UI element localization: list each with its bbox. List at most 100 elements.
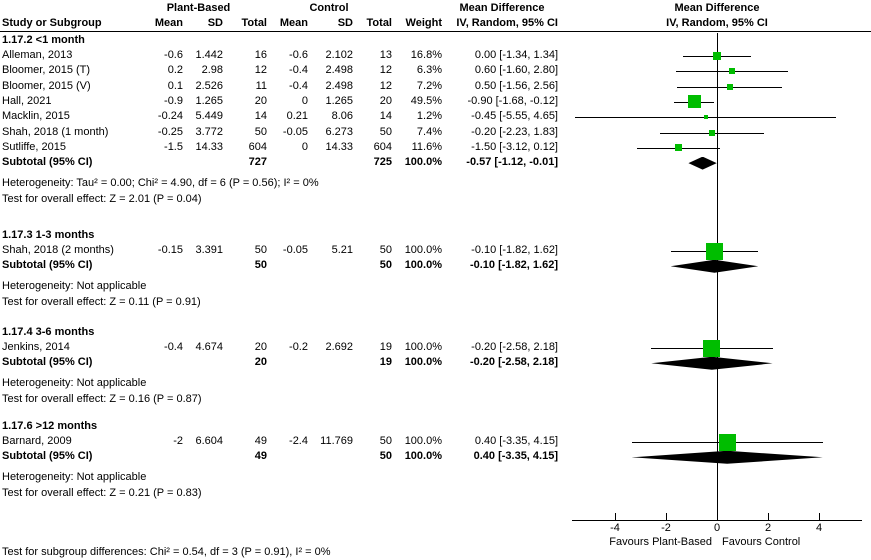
cell-pb-total: 50 <box>254 244 267 256</box>
cell-weight: 16.8% <box>410 49 442 61</box>
subtotal-diamond <box>670 259 759 273</box>
cell-study: Shah, 2018 (2 months) <box>2 244 114 256</box>
cell-pb-sd: 4.674 <box>195 341 223 353</box>
cell-weight: 6.3% <box>416 64 442 77</box>
cell-ci-text: -0.10 [-1.82, 1.62] <box>469 259 558 272</box>
cell-pb-total: 14 <box>254 110 267 123</box>
cell-c-total: 19 <box>379 356 392 369</box>
cell-c-sd: 2.498 <box>325 79 353 92</box>
cell-weight: 1.2% <box>416 110 442 123</box>
section-title: 1.17.2 <1 month <box>2 34 85 46</box>
plant-based-group-header: Plant-Based <box>166 2 231 14</box>
cell-study: Subtotal (95% CI) <box>2 356 93 369</box>
cell-study: Macklin, 2015 <box>2 110 70 123</box>
cell-pb-total: 11 <box>255 79 267 92</box>
control-total-header: Total <box>366 17 392 29</box>
cell-c-total: 50 <box>379 435 392 447</box>
cell-c-mean: 0 <box>301 140 308 153</box>
effect-marker <box>703 115 708 120</box>
subtotal-diamond <box>651 356 773 370</box>
cell-pb-total: 20 <box>254 94 267 107</box>
cell-pb-total: 49 <box>254 435 267 447</box>
effect-marker <box>729 68 736 75</box>
pb-total-header: Total <box>241 17 267 29</box>
md-column-title: Mean Difference <box>459 2 545 14</box>
axis-tick-label: 0 <box>713 522 721 534</box>
cell-c-mean: -0.6 <box>289 49 308 61</box>
study-column-header: Study or Subgroup <box>2 17 102 29</box>
cell-ci-text: -0.20 [-2.58, 2.18] <box>469 356 558 369</box>
cell-c-mean: -0.4 <box>289 79 308 92</box>
axis-tick <box>819 513 820 521</box>
cell-study: Subtotal (95% CI) <box>2 156 93 169</box>
cell-pb-total: 727 <box>248 156 267 169</box>
cell-c-total: 50 <box>379 450 392 463</box>
axis-tick-label: 4 <box>815 522 823 534</box>
ci-column-header: IV, Random, 95% CI <box>456 17 558 29</box>
cell-ci-text: -0.90 [-1.68, -0.12] <box>467 94 559 107</box>
control-group-header: Control <box>309 2 349 14</box>
cell-c-total: 12 <box>379 64 392 77</box>
cell-pb-mean: -0.6 <box>164 49 183 61</box>
cell-ci-text: 0.60 [-1.60, 2.80] <box>474 64 558 77</box>
axis-tick-label: -2 <box>661 522 671 534</box>
cell-c-sd: 14.33 <box>325 140 353 153</box>
cell-weight: 100.0% <box>404 450 442 463</box>
cell-pb-mean: 0.1 <box>167 79 183 92</box>
footnote: Heterogeneity: Not applicable <box>2 280 147 293</box>
cell-c-sd: 8.06 <box>331 110 353 123</box>
control-sd-header: SD <box>337 17 353 29</box>
footnote: Test for overall effect: Z = 0.11 (P = 0… <box>2 295 201 308</box>
cell-weight: 100.0% <box>404 259 442 272</box>
cell-ci-text: 0.50 [-1.56, 2.56] <box>474 79 558 92</box>
cell-study: Alleman, 2013 <box>2 49 73 61</box>
effect-marker <box>703 339 721 357</box>
favours-right-label: Favours Control <box>722 536 801 548</box>
subtotal-diamond <box>688 156 717 170</box>
cell-pb-sd: 3.391 <box>195 244 223 256</box>
cell-study: Hall, 2021 <box>2 94 52 107</box>
cell-weight: 49.5% <box>410 94 442 107</box>
effect-marker <box>705 242 723 260</box>
footnote: Test for overall effect: Z = 0.21 (P = 0… <box>2 486 202 499</box>
cell-weight: 100.0% <box>404 435 442 447</box>
cell-pb-total: 604 <box>248 140 267 153</box>
axis-tick <box>615 513 616 521</box>
cell-c-sd: 2.102 <box>325 49 353 61</box>
cell-pb-sd: 3.772 <box>195 125 223 138</box>
cell-pb-total: 20 <box>254 341 267 353</box>
subtotal-diamond <box>631 450 823 464</box>
cell-ci-text: 0.40 [-3.35, 4.15] <box>473 450 558 463</box>
cell-study: Subtotal (95% CI) <box>2 450 93 463</box>
cell-c-mean: 0.21 <box>286 110 308 123</box>
subgroup-differences-note: Test for subgroup differences: Chi² = 0.… <box>2 546 331 558</box>
cell-weight: 11.6% <box>411 140 442 153</box>
cell-pb-mean: -0.24 <box>157 110 183 123</box>
cell-ci-text: -0.20 [-2.23, 1.83] <box>471 125 558 138</box>
cell-pb-sd: 1.265 <box>195 94 223 107</box>
axis-tick <box>666 513 667 521</box>
cell-c-total: 604 <box>373 140 392 153</box>
cell-weight: 100.0% <box>404 356 442 369</box>
footnote: Test for overall effect: Z = 0.16 (P = 0… <box>2 392 202 405</box>
pb-sd-header: SD <box>207 17 223 29</box>
cell-c-total: 12 <box>379 79 392 92</box>
cell-c-total: 50 <box>379 244 392 256</box>
effect-marker <box>687 95 701 109</box>
favours-left-label: Favours Plant-Based <box>609 536 712 548</box>
cell-study: Subtotal (95% CI) <box>2 259 93 272</box>
cell-pb-mean: -0.15 <box>157 244 183 256</box>
cell-weight: 100.0% <box>404 341 442 353</box>
cell-pb-sd: 5.449 <box>195 110 223 123</box>
effect-marker <box>708 129 715 136</box>
cell-c-total: 50 <box>379 125 392 138</box>
cell-study: Barnard, 2009 <box>2 435 72 447</box>
cell-c-total: 20 <box>379 94 392 107</box>
effect-marker <box>718 433 736 451</box>
cell-ci-text: -1.50 [-3.12, 0.12] <box>471 140 558 153</box>
axis-tick-label: -4 <box>610 522 620 534</box>
cell-pb-sd: 1.442 <box>195 49 223 61</box>
cell-ci-text: 0.00 [-1.34, 1.34] <box>474 49 558 61</box>
cell-ci-text: -0.20 [-2.58, 2.18] <box>471 341 558 353</box>
